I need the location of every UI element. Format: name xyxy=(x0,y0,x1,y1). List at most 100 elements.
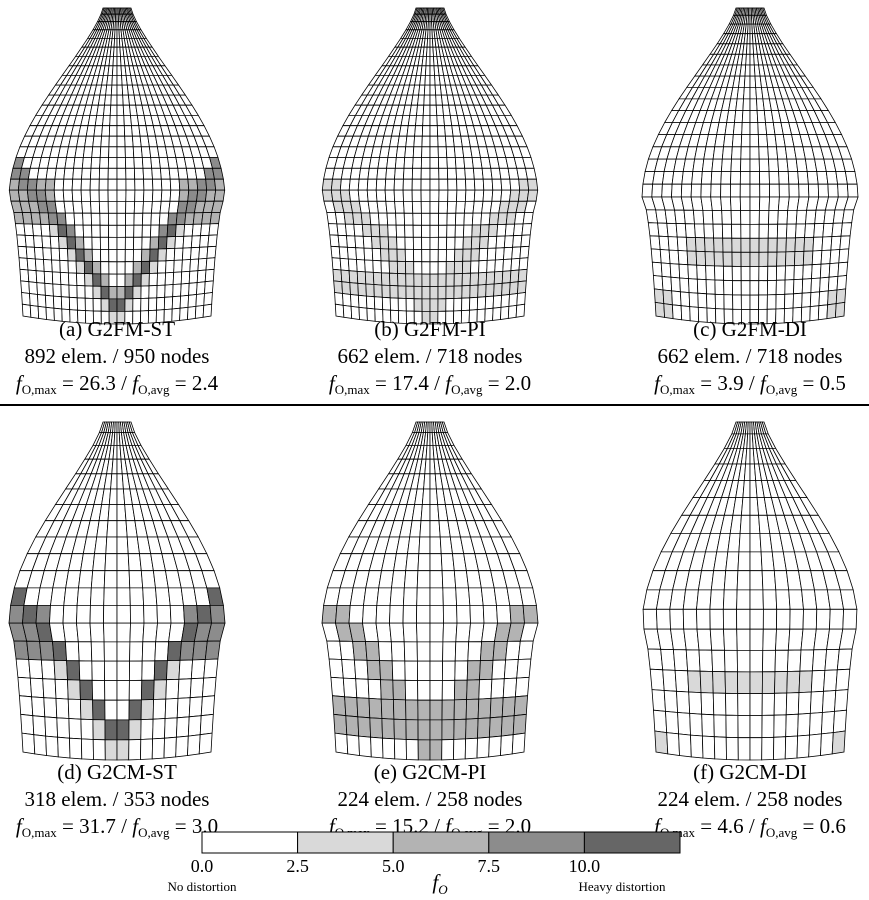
mesh-cell xyxy=(786,224,796,238)
mesh-cell xyxy=(61,285,69,298)
mesh-cell xyxy=(381,249,390,261)
mesh-cell xyxy=(501,306,509,319)
mesh-cell xyxy=(111,95,117,105)
mesh-cell xyxy=(737,609,750,629)
mesh-cell xyxy=(389,261,398,273)
mesh-cell xyxy=(837,276,847,291)
mesh-cell xyxy=(423,115,430,125)
mesh-cell xyxy=(333,269,342,281)
mesh-cell xyxy=(66,571,81,588)
mesh-cell xyxy=(341,270,350,283)
mesh-cell xyxy=(105,720,117,740)
mesh-cell xyxy=(109,136,117,147)
mesh-cell xyxy=(405,237,414,249)
mesh-cell xyxy=(90,623,104,642)
mesh-cell xyxy=(105,700,117,720)
mesh-cell xyxy=(413,158,422,169)
mesh-cell xyxy=(45,295,54,308)
mesh-cell xyxy=(737,650,750,672)
mesh-cell xyxy=(179,190,189,201)
mesh-cell xyxy=(750,123,758,135)
mesh-cell xyxy=(489,717,502,737)
mesh-cell xyxy=(46,168,56,179)
mesh-cell xyxy=(49,225,58,237)
mesh-cell xyxy=(786,693,799,715)
mesh-cell xyxy=(207,246,216,258)
mesh-cell xyxy=(134,168,143,179)
mesh-cell xyxy=(523,212,533,224)
mesh-cell xyxy=(515,677,529,697)
mesh-cell xyxy=(371,737,383,758)
mesh-cell xyxy=(504,660,518,679)
mesh-cell xyxy=(21,281,30,294)
mesh-cell xyxy=(181,271,190,284)
mesh-cell xyxy=(176,225,185,237)
mesh-cell xyxy=(430,213,439,225)
mesh-cell xyxy=(357,698,370,718)
mesh-cell xyxy=(667,223,677,237)
mesh-cell xyxy=(151,201,161,213)
mesh-cell xyxy=(732,252,741,266)
mesh-cell xyxy=(100,225,109,237)
mesh-cell xyxy=(345,224,354,236)
colorbar-left-note: No distortion xyxy=(168,879,237,894)
mesh-cell xyxy=(117,554,129,571)
mesh-cell xyxy=(372,248,381,260)
mesh-cell xyxy=(492,179,502,190)
mesh-cell xyxy=(430,115,437,125)
mesh-cell xyxy=(478,272,487,285)
mesh-cell xyxy=(170,179,180,190)
mesh-cell xyxy=(446,286,454,299)
mesh-cell xyxy=(36,271,45,284)
mesh-cell xyxy=(114,47,118,56)
mesh-cell xyxy=(18,677,32,697)
subscript: O,avg xyxy=(766,825,798,840)
mesh-cell xyxy=(178,679,191,699)
mesh-cell xyxy=(777,238,786,252)
mesh-cell xyxy=(685,224,695,238)
mesh-cell xyxy=(188,190,198,201)
mesh-cell xyxy=(394,190,403,201)
mesh-cell xyxy=(393,680,406,700)
mesh-cell xyxy=(430,136,438,147)
mesh-cell xyxy=(654,289,664,304)
mesh-cell xyxy=(430,299,438,312)
mesh-cell xyxy=(424,85,430,95)
mesh-cell xyxy=(396,213,405,225)
mesh-cell xyxy=(746,54,750,65)
mesh-cell xyxy=(57,213,66,225)
mesh-cell xyxy=(392,571,406,588)
mesh-cell xyxy=(68,261,77,273)
mesh-cell xyxy=(506,641,521,660)
mesh-cell xyxy=(117,661,130,680)
panel-caption: (f) G2CM-DI xyxy=(693,760,807,784)
colorbar-segment xyxy=(584,832,680,853)
mesh-cell xyxy=(343,305,352,318)
mesh-cell xyxy=(350,283,359,296)
mesh-cell xyxy=(443,642,456,661)
mesh-cell xyxy=(446,249,455,261)
mesh-cell xyxy=(343,678,357,698)
mesh-cell xyxy=(174,248,183,260)
mesh-cell xyxy=(104,588,117,606)
mesh-cell xyxy=(787,671,800,693)
mesh-cell xyxy=(100,147,109,158)
mesh-cell xyxy=(520,588,537,606)
mesh-cell xyxy=(788,172,799,185)
mesh-cell xyxy=(164,737,176,758)
mesh-cell xyxy=(395,168,405,179)
mesh-cell xyxy=(750,238,759,252)
mesh-cell xyxy=(201,696,214,716)
mesh-cell xyxy=(803,251,813,265)
mesh-cell xyxy=(108,201,117,213)
mesh-cell xyxy=(426,56,430,65)
mesh-cell xyxy=(712,210,722,224)
mesh-cell xyxy=(417,605,431,623)
mesh-cell xyxy=(157,285,165,298)
mesh-cell xyxy=(203,304,212,317)
mesh-cell xyxy=(141,739,153,760)
mesh-cell xyxy=(82,201,92,213)
colorbar-tick-label: 0.0 xyxy=(191,856,214,876)
mesh-cell xyxy=(332,696,345,716)
mesh-cell xyxy=(422,126,430,137)
